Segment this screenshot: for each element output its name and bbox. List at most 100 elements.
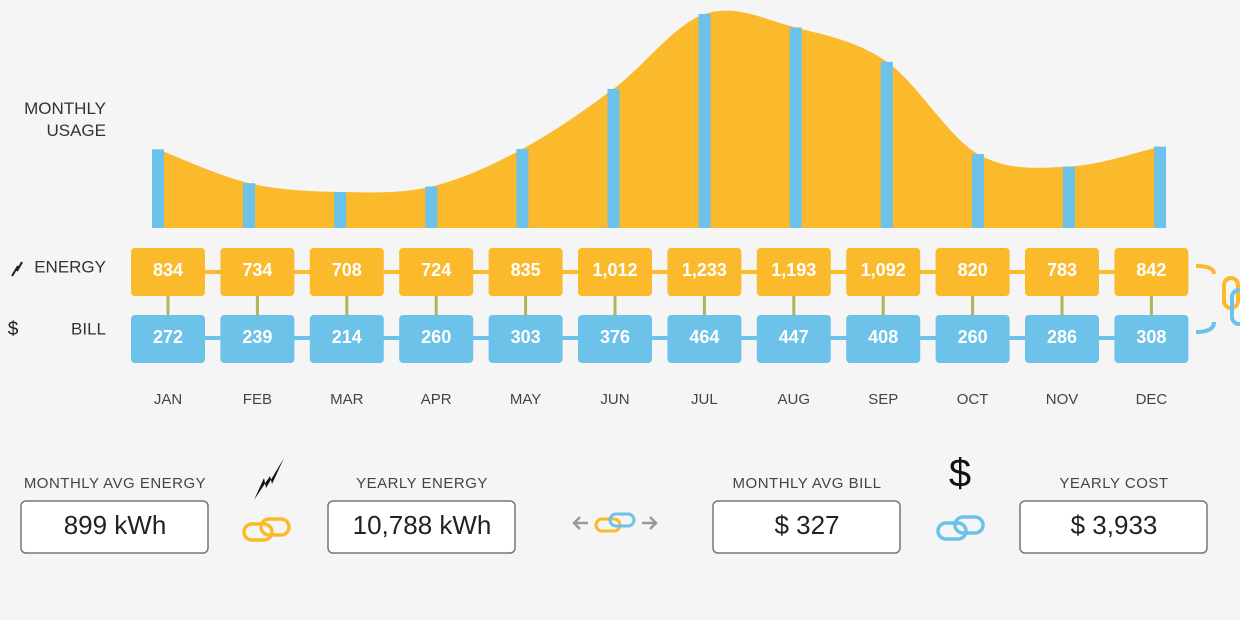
energy-value: 842 xyxy=(1136,260,1166,280)
month-label: OCT xyxy=(957,391,989,408)
usage-bar xyxy=(425,186,438,228)
energy-icon xyxy=(11,261,23,277)
bill-box xyxy=(1025,315,1099,363)
energy-value: 724 xyxy=(421,260,451,280)
energy-value: 1,233 xyxy=(682,260,727,280)
bill-value: 303 xyxy=(511,327,541,347)
energy-box xyxy=(220,248,295,296)
bill-value: 286 xyxy=(1047,327,1077,347)
energy-box xyxy=(1114,248,1189,296)
energy-icon xyxy=(254,458,284,500)
energy-box xyxy=(935,248,1010,296)
bill-box xyxy=(935,315,1010,363)
usage-bar xyxy=(152,149,164,228)
energy-value: 820 xyxy=(958,260,988,280)
usage-bar xyxy=(1154,146,1167,228)
summary-value: $ 3,933 xyxy=(1071,510,1158,540)
summary-box xyxy=(1019,500,1208,554)
energy-label: ENERGY xyxy=(34,257,106,276)
summary-box xyxy=(20,500,209,554)
month-label: MAR xyxy=(330,391,364,408)
summary-value: 899 kWh xyxy=(64,510,167,540)
bill-value: 260 xyxy=(421,327,451,347)
energy-box xyxy=(667,248,742,296)
summary-value: $ 327 xyxy=(774,510,839,540)
month-label: MAY xyxy=(510,391,541,408)
bill-value: 272 xyxy=(153,327,183,347)
energy-box xyxy=(578,248,652,296)
energy-box xyxy=(1025,248,1099,296)
bill-box xyxy=(578,315,652,363)
bill-value: 376 xyxy=(600,327,630,347)
usage-bar xyxy=(516,148,529,228)
month-label: JUL xyxy=(691,391,718,408)
month-label: AUG xyxy=(778,391,811,408)
energy-value: 734 xyxy=(242,260,272,280)
bill-value: 408 xyxy=(868,327,898,347)
bill-box xyxy=(667,315,742,363)
energy-box xyxy=(488,248,563,296)
summary-box xyxy=(327,500,516,554)
usage-bar xyxy=(698,14,711,228)
usage-bar xyxy=(880,61,893,229)
bill-value: 239 xyxy=(242,327,272,347)
summary-box xyxy=(712,500,901,554)
bill-box xyxy=(220,315,295,363)
usage-bar xyxy=(607,88,620,228)
month-label: APR xyxy=(421,391,452,408)
bill-box xyxy=(309,315,384,363)
bill-value: 447 xyxy=(779,327,809,347)
energy-value: 783 xyxy=(1047,260,1077,280)
bracket xyxy=(1195,321,1216,334)
bill-icon: $ xyxy=(8,319,19,340)
summary-label: YEARLY COST xyxy=(1059,475,1168,492)
bill-value: 260 xyxy=(958,327,988,347)
energy-value: 834 xyxy=(153,260,183,280)
summary-label: MONTHLY AVG BILL xyxy=(733,475,882,492)
energy-box xyxy=(846,248,921,296)
energy-box xyxy=(399,248,474,296)
month-label: NOV xyxy=(1046,391,1079,408)
usage-title-text: MONTHLY USAGE xyxy=(24,99,106,140)
summary-value: 10,788 kWh xyxy=(353,510,492,540)
summary-label: YEARLY ENERGY xyxy=(356,475,488,492)
energy-value: 835 xyxy=(511,260,541,280)
bill-label: BILL xyxy=(71,319,106,338)
usage-bar xyxy=(789,27,802,228)
energy-value: 1,193 xyxy=(771,260,816,280)
bill-value: 308 xyxy=(1136,327,1166,347)
usage-bar xyxy=(1063,166,1075,228)
usage-bar xyxy=(334,192,347,228)
link-icon xyxy=(242,517,291,542)
link-icon xyxy=(936,515,985,541)
energy-box xyxy=(756,248,831,296)
link-icon xyxy=(1230,288,1240,326)
usage-area xyxy=(158,10,1161,228)
usage-title: MONTHLY USAGE xyxy=(24,99,106,140)
bill-box xyxy=(399,315,474,363)
month-label: JAN xyxy=(154,391,182,408)
energy-box xyxy=(309,248,384,296)
summary-label: MONTHLY AVG ENERGY xyxy=(24,475,206,492)
month-label: FEB xyxy=(243,391,272,408)
bracket xyxy=(1195,264,1216,275)
energy-value: 1,012 xyxy=(592,260,637,280)
bill-value: 464 xyxy=(689,327,719,347)
bill-box xyxy=(846,315,921,363)
usage-bar xyxy=(243,183,256,228)
usage-bar xyxy=(971,154,984,228)
bill-icon: $ xyxy=(949,452,971,496)
energy-box xyxy=(131,248,205,296)
month-label: SEP xyxy=(868,391,898,408)
bill-box xyxy=(1114,315,1189,363)
bill-box xyxy=(756,315,831,363)
bill-value: 214 xyxy=(332,327,362,347)
bill-box xyxy=(131,315,205,363)
energy-value: 1,092 xyxy=(861,260,906,280)
month-label: DEC xyxy=(1136,391,1168,408)
month-label: JUN xyxy=(600,391,629,408)
bill-box xyxy=(488,315,563,363)
energy-value: 708 xyxy=(332,260,362,280)
